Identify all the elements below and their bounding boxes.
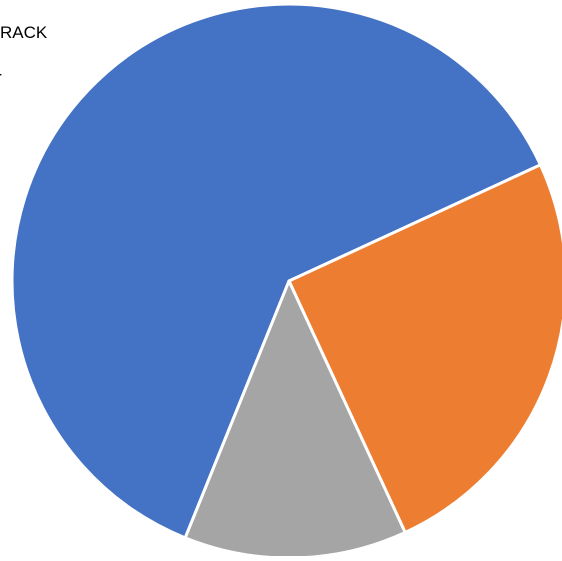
pie-slice-2: [287, 163, 562, 534]
pie-slice-1: [10, 2, 542, 540]
pie-slices: [10, 2, 562, 560]
legend-label-r: r: [0, 68, 2, 87]
legend-label-rack: RACK: [0, 23, 48, 42]
